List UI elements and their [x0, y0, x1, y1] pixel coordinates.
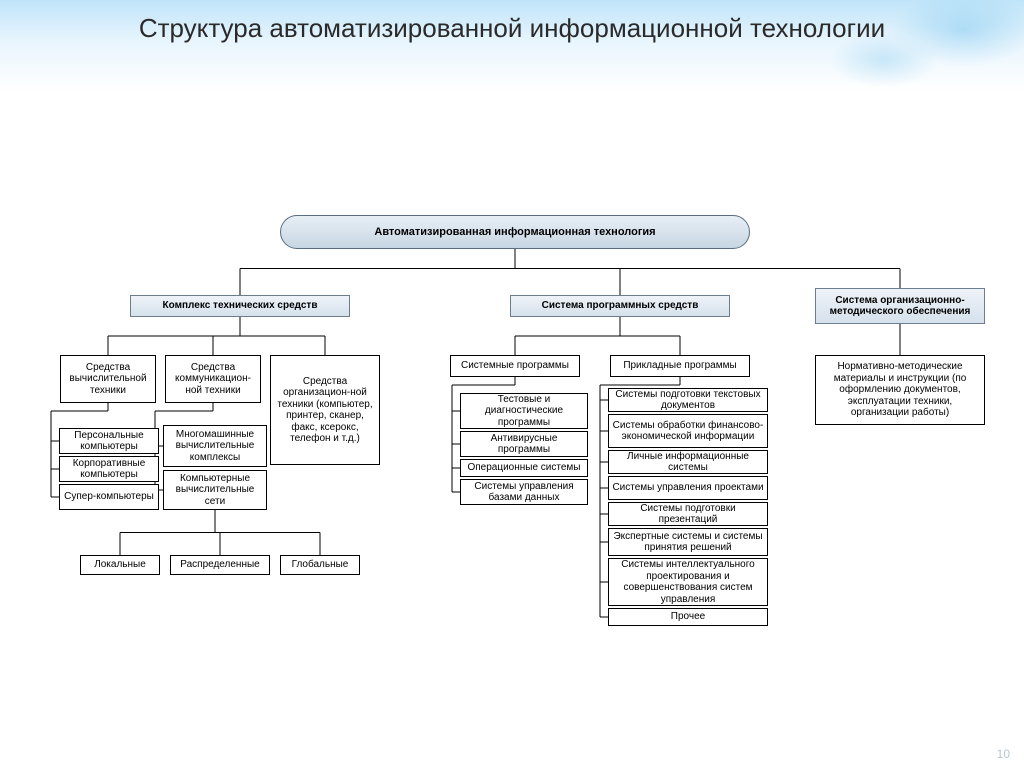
node-a6: Экспертные системы и системы принятия ре…	[608, 528, 768, 556]
node-t_calc: Средства вычислительной техники	[60, 355, 156, 403]
node-local: Локальные	[80, 555, 160, 575]
node-a5: Системы подготовки презентаций	[608, 502, 768, 526]
node-a2: Системы обработки финансово-экономическо…	[608, 414, 768, 448]
node-corp: Корпоративные компьютеры	[59, 456, 159, 482]
node-a8: Прочее	[608, 608, 768, 626]
node-g_soft: Система программных средств	[510, 295, 730, 317]
node-a1: Системы подготовки текстовых документов	[608, 388, 768, 412]
slide: Структура автоматизированной информацион…	[0, 0, 1024, 767]
node-a3: Личные информационные системы	[608, 450, 768, 474]
node-t_comm: Средства коммуникацион-ной техники	[165, 355, 261, 403]
node-a4: Системы управления проектами	[608, 476, 768, 500]
node-g_org: Система организационно-методического обе…	[815, 288, 985, 324]
node-s1: Тестовые и диагностические программы	[460, 393, 588, 429]
node-t_orgt: Средства организацион-ной техники (компь…	[270, 355, 380, 465]
slide-title: Структура автоматизированной информацион…	[0, 12, 1024, 45]
node-s3: Операционные системы	[460, 459, 588, 477]
node-g_tech: Комплекс технических средств	[130, 295, 350, 317]
node-super: Супер-компьютеры	[59, 484, 159, 510]
node-sys: Системные программы	[450, 355, 580, 377]
node-distr: Распределенные	[170, 555, 270, 575]
node-s2: Антивирусные программы	[460, 431, 588, 457]
node-global: Глобальные	[280, 555, 360, 575]
node-norm: Нормативно-методические материалы и инст…	[815, 355, 985, 425]
node-root: Автоматизированная информационная технол…	[280, 215, 750, 249]
node-app: Прикладные программы	[610, 355, 750, 377]
node-nets: Компьютерные вычислительные сети	[163, 470, 267, 510]
node-a7: Системы интеллектуального проектирования…	[608, 558, 768, 606]
node-multi: Многомашинные вычислительные комплексы	[163, 425, 267, 467]
node-pc: Персональные компьютеры	[59, 428, 159, 454]
node-s4: Системы управления базами данных	[460, 479, 588, 505]
page-number: 10	[997, 747, 1010, 761]
